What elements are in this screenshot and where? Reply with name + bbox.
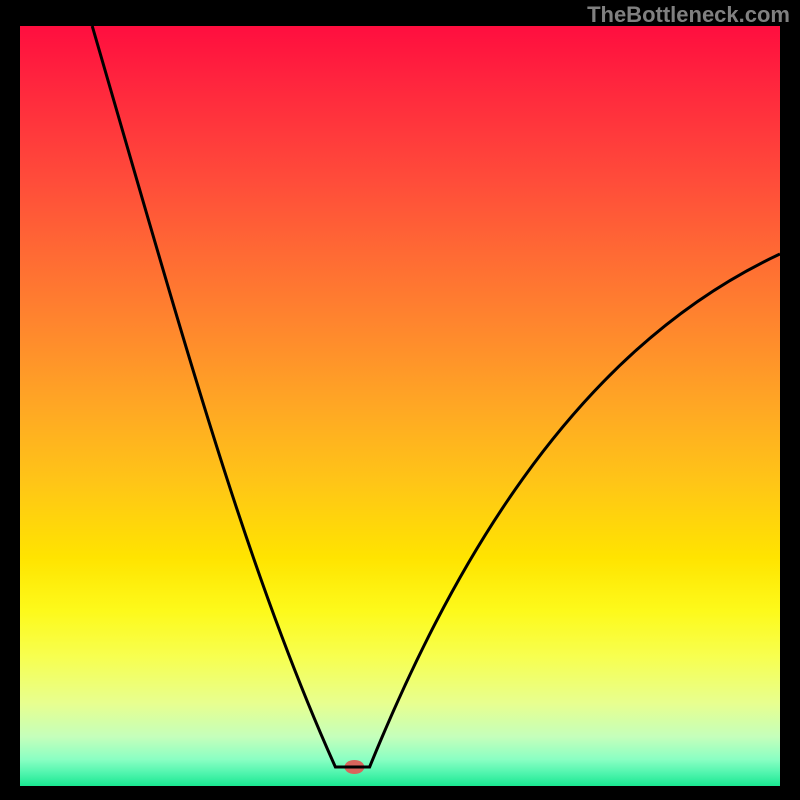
watermark-text: TheBottleneck.com <box>587 2 790 28</box>
plot-area <box>20 26 780 786</box>
chart-frame: TheBottleneck.com <box>0 0 800 800</box>
bottleneck-chart <box>20 26 780 786</box>
gradient-background <box>20 26 780 786</box>
